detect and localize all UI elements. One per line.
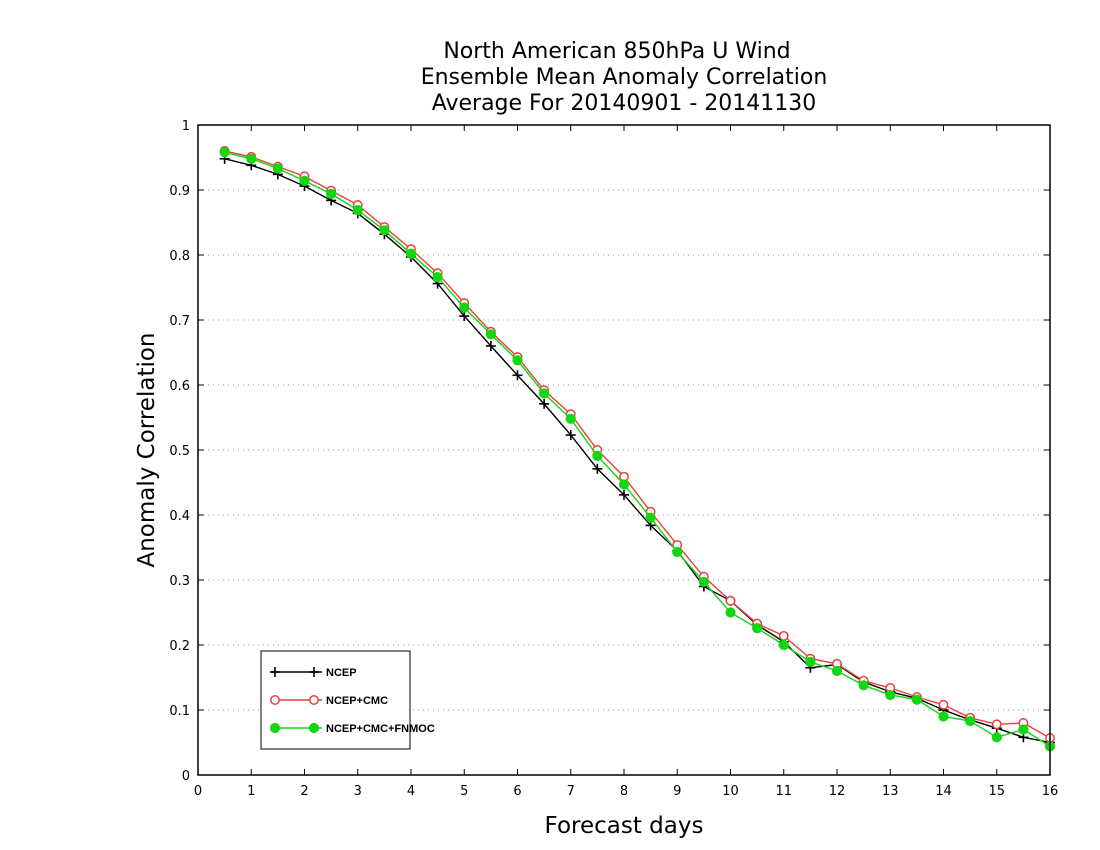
legend-label: NCEP	[326, 667, 357, 679]
data-point	[592, 450, 603, 461]
legend-label: NCEP+CMC	[326, 695, 388, 707]
data-point	[991, 732, 1002, 743]
data-point	[778, 630, 789, 641]
x-tick-label: 11	[775, 784, 792, 799]
y-tick-label: 0.1	[169, 704, 190, 719]
data-point	[246, 153, 257, 164]
data-point	[459, 302, 470, 313]
x-tick-label: 7	[567, 784, 575, 799]
y-axis-label: Anomaly Correlation	[134, 332, 160, 567]
y-tick-label: 1	[182, 119, 190, 134]
x-tick-label: 5	[460, 784, 468, 799]
y-tick-label: 0.8	[169, 249, 190, 264]
legend-marker	[269, 722, 281, 734]
x-tick-label: 15	[988, 784, 1005, 799]
y-tick-label: 0.5	[169, 444, 190, 459]
x-tick-label: 1	[247, 784, 255, 799]
data-point	[885, 689, 896, 701]
x-tick-label: 0	[194, 784, 202, 799]
x-tick-label: 2	[300, 784, 308, 799]
data-point	[459, 311, 470, 322]
data-point	[539, 388, 550, 399]
data-point	[938, 699, 949, 710]
y-tick-label: 0.2	[169, 639, 190, 654]
x-tick-label: 14	[935, 784, 952, 799]
data-point	[326, 188, 337, 199]
x-tick-label: 9	[673, 784, 681, 799]
data-point	[725, 595, 736, 606]
x-tick-label: 16	[1042, 784, 1059, 799]
x-axis-label: Forecast days	[545, 813, 704, 839]
y-tick-label: 0	[182, 769, 190, 784]
legend-marker	[270, 695, 280, 705]
legend-marker	[309, 695, 319, 705]
legend: NCEP NCEP+CMC NCEP+CMC+FNMOC	[260, 650, 435, 750]
data-point	[592, 463, 603, 474]
y-tick-label: 0.7	[169, 314, 190, 329]
data-point	[565, 413, 576, 424]
data-point	[778, 639, 789, 651]
y-tick-label: 0.3	[169, 574, 190, 589]
data-point	[911, 694, 922, 705]
data-point	[831, 665, 843, 677]
data-point	[698, 576, 709, 588]
data-point	[539, 398, 550, 409]
data-point	[965, 715, 976, 727]
y-axis: 0 0.1 0.2 0.3 0.4 0.5 0.6 0.7 0.8 0.9 1	[169, 119, 1050, 784]
chart-title-line-2: Ensemble Mean Anomaly Correlation	[421, 65, 828, 90]
data-point	[618, 479, 630, 490]
data-point	[619, 489, 629, 500]
data-point	[512, 370, 523, 381]
data-point	[272, 163, 283, 174]
data-point	[565, 430, 576, 441]
grid	[198, 189, 1050, 711]
x-tick-label: 8	[620, 784, 628, 799]
y-tick-label: 0.9	[169, 184, 190, 199]
series-line	[224, 150, 1051, 739]
data-point	[405, 248, 417, 259]
x-tick-label: 6	[513, 784, 521, 799]
chart-title-line-3: Average For 20140901 - 20141130	[432, 91, 817, 116]
chart-title-line-1: North American 850hPa U Wind	[443, 39, 790, 64]
y-tick-label: 0.6	[169, 379, 190, 394]
data-point	[991, 719, 1002, 730]
x-tick-label: 10	[722, 784, 739, 799]
data-point	[485, 341, 496, 351]
x-tick-label: 12	[829, 784, 846, 799]
data-point	[432, 272, 443, 283]
legend-marker	[270, 667, 280, 677]
legend-label: NCEP+CMC+FNMOC	[326, 723, 435, 735]
data-point	[752, 623, 763, 634]
series-group	[219, 146, 1056, 752]
y-tick-label: 0.4	[169, 509, 190, 524]
data-point	[512, 355, 523, 366]
data-point	[938, 711, 949, 722]
legend-marker	[308, 722, 320, 734]
legend-marker	[309, 667, 319, 677]
data-point	[805, 656, 816, 668]
data-point	[858, 680, 869, 691]
x-tick-label: 4	[407, 784, 415, 799]
data-point	[299, 175, 310, 186]
data-point	[725, 607, 736, 618]
series-ncep-cmc-fnmoc	[219, 147, 1056, 752]
data-point	[219, 147, 230, 158]
data-point	[1018, 724, 1029, 735]
x-axis: 0 1 2 3 4 5 6 7 8 9 10 11 12 13 14 15 16	[194, 125, 1058, 799]
x-tick-label: 13	[882, 784, 899, 799]
data-point	[645, 512, 656, 523]
data-point	[352, 205, 363, 216]
data-point	[485, 329, 496, 340]
data-point	[379, 225, 390, 236]
x-tick-label: 3	[354, 784, 362, 799]
data-point	[672, 546, 683, 558]
